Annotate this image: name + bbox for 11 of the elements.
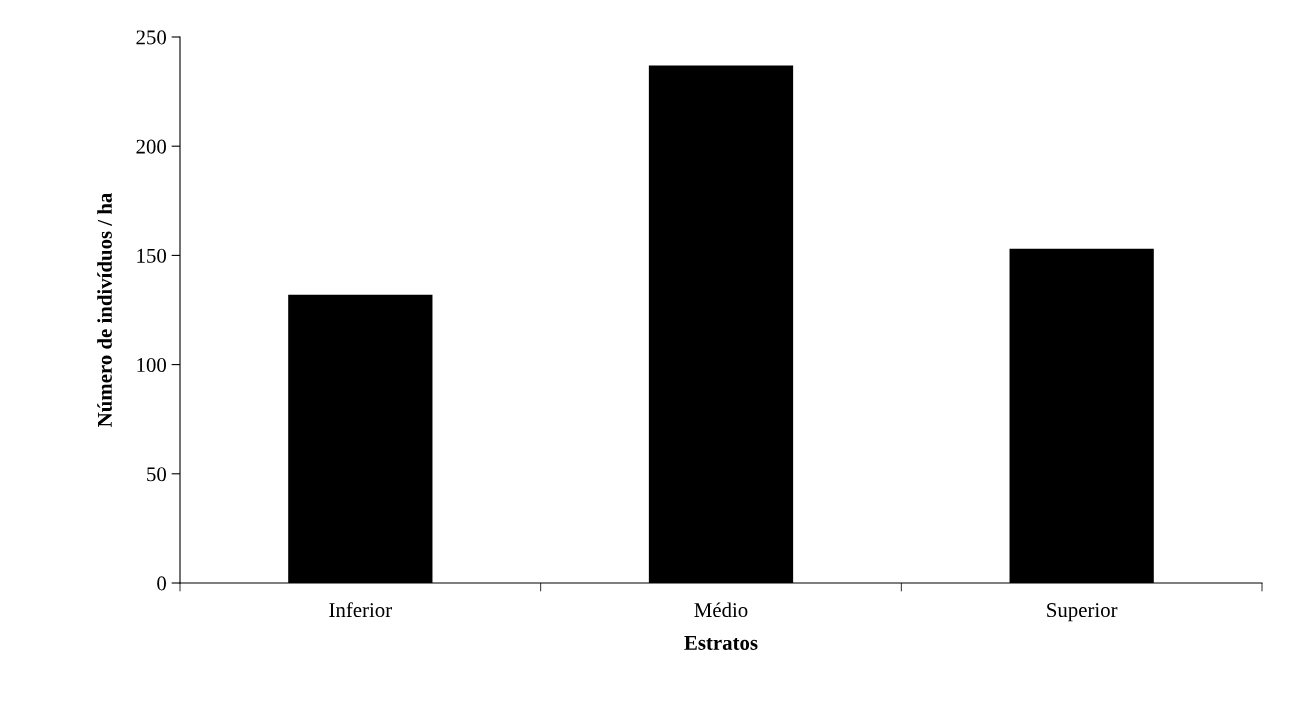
y-tick-label: 0 bbox=[157, 576, 167, 591]
x-axis-title: Estratos bbox=[684, 636, 758, 650]
y-tick-label: 150 bbox=[137, 248, 167, 263]
x-tick-label: Inferior bbox=[329, 602, 392, 618]
y-tick-label: 50 bbox=[147, 467, 167, 482]
y-axis-title: Número de indivíduos / ha bbox=[97, 192, 112, 427]
y-tick-label: 200 bbox=[136, 139, 167, 154]
x-tick-label: Superior bbox=[1047, 603, 1118, 622]
y-tick-label: 250 bbox=[136, 30, 167, 45]
x-tick-label: Médio bbox=[694, 602, 748, 618]
y-tick-label: 100 bbox=[137, 357, 167, 373]
